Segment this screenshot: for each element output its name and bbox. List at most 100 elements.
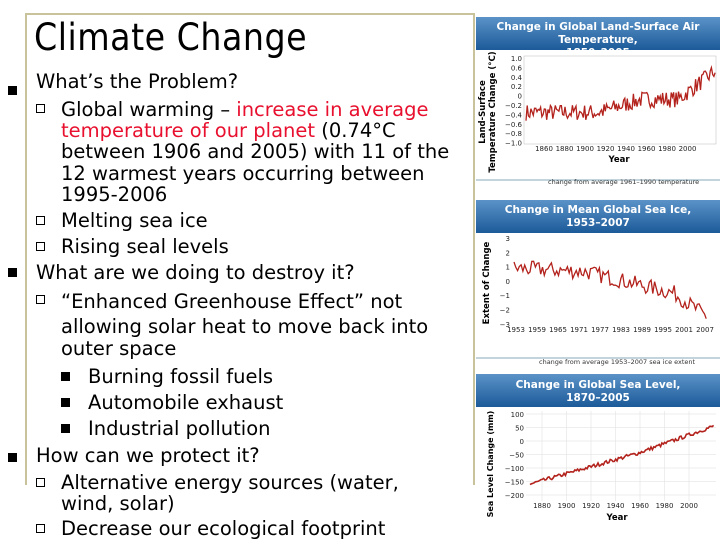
question-2: What are we doing to destroy it? [36,261,355,284]
chart-3-xtick-label: 1900 [558,502,576,510]
chart-3-xtick-label: 1980 [656,502,674,510]
q2-subitem-2: Automobile exhaust [88,391,284,414]
q2-subitem-1: Burning fossil fuels [88,365,274,388]
chart-3-xticks: 1880 1900 1920 1940 1960 1980 2000 [533,502,698,510]
question-1: What’s the Problem? [36,70,239,93]
chart-2-svg: Extent of Change 3 2 1 0 −1 −2 −3 1953 1959 1965… [476,235,720,366]
chart-1-svg: Land-Surface Temperature Change (°C) 1.0… [476,51,720,186]
chart-1-xtick-label: 1920 [597,145,615,153]
chart-1-series-line [525,65,716,121]
chart-1-xlabel: Year [607,155,630,165]
chart-3-grid [526,411,716,501]
chart-2-ytick-label: −2 [500,307,510,315]
q2-subitem-3: Industrial pollution [88,417,271,440]
chart-1-title: Change in Global Land-Surface Air Temper… [496,21,700,46]
chart-1-xtick-label: 2000 [679,145,697,153]
chart-2-series-line [513,260,707,319]
hollow-bullet-icon [36,524,45,533]
chart-1-xtick-label: 1900 [576,145,594,153]
bullet-square-icon [8,268,17,277]
chart-1-ylabel1: Land-Surface [478,80,488,144]
chart-2-xtick-label: 2007 [696,326,714,334]
chart-1-ytick-label: 0 [518,93,522,101]
chart-3-ytick-label: −200 [505,492,524,500]
chart-1-frame [523,55,717,145]
q1-item-1-line1: Global warming – increase in average [61,98,429,121]
hollow-bullet-icon [36,104,45,113]
chart-1-header: Change in Global Land-Surface Air Temper… [476,17,720,59]
chart-2-xtick-label: 1977 [591,326,609,334]
chart-1-ytick-label: −0.8 [505,130,522,138]
chart-3-ytick-label: 50 [515,425,524,433]
chart-1-ytick-label: −0.2 [505,102,522,110]
hollow-bullet-icon [36,216,45,225]
chart-1-xtick-label: 1940 [617,145,635,153]
chart-3-xtick-label: 2000 [680,502,698,510]
q2-item-line2: allowing solar heat to move back into [61,315,429,338]
chart-3-ytick-label: −100 [505,465,524,473]
chart-2-yticks: 3 2 1 0 −1 −2 −3 [500,235,510,329]
chart-2-ytick-label: 0 [506,278,510,286]
chart-1-ytick-label: 0.6 [511,64,523,72]
chart-2-ytick-label: −3 [500,321,510,329]
hollow-bullet-icon [36,242,45,251]
q3-item-1-line1: Alternative energy sources (water, [61,471,399,494]
chart-3-svg: Sea Level Change (mm) 100 50 0 −50 −100 −150 −… [486,411,716,523]
chart-1-ytick-label: −0.6 [505,121,523,129]
title-frame-left [25,13,27,485]
bullet-square-icon [8,453,17,462]
chart-3-ytick-label: 0 [520,438,524,446]
chart-3-xtick-label: 1920 [582,502,600,510]
chart-1-xtick-label: 1880 [556,145,574,153]
hollow-bullet-icon [36,478,45,487]
chart-2-ytick-label: 3 [506,235,510,243]
chart-2-xtick-label: 1989 [633,326,651,334]
chart-3-xtick-label: 1960 [631,502,649,510]
chart-3-ytick-label: −50 [509,452,524,460]
q2-item-line3: outer space [61,337,177,360]
chart-1-ytick-label: −0.4 [505,111,523,119]
chart-1-xtick-label: 1980 [658,145,676,153]
chart-3-yticks: 100 50 0 −50 −100 −150 −200 [505,411,524,500]
q1-item-1-line4: 12 warmest years occurring between [61,162,425,185]
chart-1-xtick-label: 1860 [535,145,553,153]
q1-item-2: Melting sea ice [61,209,208,232]
chart-3-xtick-label: 1940 [607,502,625,510]
chart-3-header: Change in Global Sea Level, 1870–2005 [476,374,720,407]
chart-2-xtick-label: 1959 [528,326,546,334]
chart-2-ytick-label: −1 [500,292,510,300]
chart-1-ytick-label: 0.4 [511,74,523,82]
bullet-square-icon [61,372,70,381]
chart-2-xticks: 1953 1959 1965 1971 1977 1983 1989 1995 2001 2007 [507,326,714,334]
chart-3-years: 1870–2005 [566,392,630,404]
chart-1-yticks: 1.00.6 0.40.2 0−0.2−0.4 −0.6−0.8 −1.0 [505,55,523,148]
q1-item-1-line2: temperature of our planet (0.74°C [61,119,396,142]
chart-2-xtick-label: 1965 [549,326,567,334]
title-frame-top [25,13,475,15]
chart-2-header: Change in Mean Global Sea Ice, 1953–2007 [476,200,720,233]
chart-1-ylabel2: Temperature Change (°C) [488,51,498,172]
chart-1-ytick-label: 0.2 [511,83,522,91]
chart-2-years: 1953–2007 [566,217,630,229]
q2-item-line1: “Enhanced Greenhouse Effect” not [61,290,403,313]
q1-item-1-line3: between 1906 and 2005) with 11 of the [61,140,450,163]
chart-3-xtick-label: 1880 [533,502,551,510]
q1-item-1-line5: 1995-2006 [61,183,168,206]
chart-2-ytick-label: 2 [506,249,510,257]
q3-item-2: Decrease our ecological footprint [61,517,386,540]
chart-1-xtick-label: 1960 [638,145,656,153]
chart-2-ytick-label: 1 [506,264,510,272]
chart-2-xtick-label: 1995 [654,326,672,334]
title-frame-right [473,13,475,485]
bullet-square-icon [61,424,70,433]
chart-3-ytick-label: 100 [511,411,524,419]
chart-3-series-line [529,424,715,486]
q1-item-3: Rising seal levels [61,235,229,258]
chart-1-xticks: 1860 1880 1900 1920 1940 1960 1980 2000 [535,145,696,153]
chart-3-ytick-label: −150 [505,479,524,487]
bullet-square-icon [61,398,70,407]
chart-3-ylabel: Sea Level Change (mm) [486,411,495,518]
chart-1-caption: change from average 1961–1990 temperatur… [548,178,699,186]
chart-2-xtick-label: 1953 [507,326,525,334]
chart-2-xtick-label: 1971 [570,326,588,334]
